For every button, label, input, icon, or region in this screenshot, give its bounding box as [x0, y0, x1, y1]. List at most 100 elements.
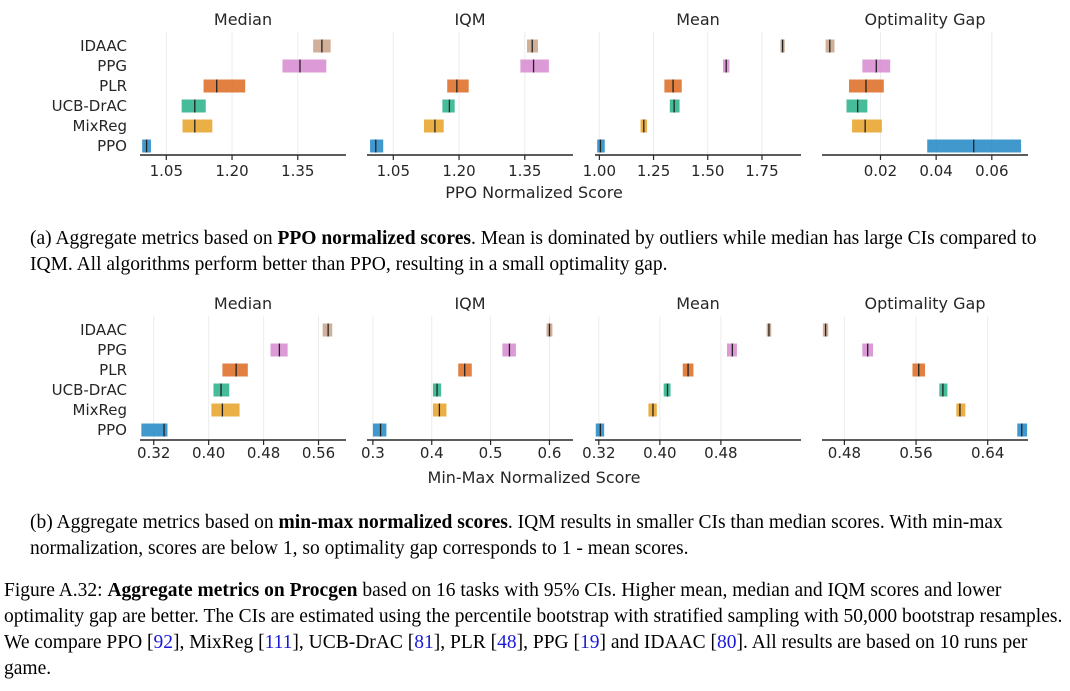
- algorithm-label-plr: PLR: [99, 77, 127, 95]
- tick-label: 0.02: [864, 162, 897, 180]
- tick-label: 1.25: [637, 162, 670, 180]
- tick-label: 1.20: [215, 162, 248, 180]
- panel-title: Optimality Gap: [865, 294, 986, 313]
- tick-label: 0.56: [302, 444, 335, 462]
- caption-a-rest: . Mean is dominated by outliers while me…: [30, 228, 1037, 275]
- algorithm-label-idaac: IDAAC: [80, 37, 127, 55]
- chart-a: IDAAC PPG PLR UCB-DrAC MixReg PPO Median 1.05 1.…: [52, 10, 1028, 202]
- algorithm-label-ppo: PPO: [97, 421, 127, 439]
- ci-bar-plr: [222, 363, 248, 377]
- caption-a-bold: PPO normalized scores: [277, 228, 471, 249]
- tick-label: 0.40: [192, 444, 225, 462]
- tick-label: 0.40: [643, 444, 676, 462]
- ci-bar-plr: [203, 79, 246, 93]
- algorithm-label-mixreg: MixReg: [73, 401, 128, 419]
- tick-label: 0.6: [538, 444, 562, 462]
- ci-bar-ucb-drac: [846, 99, 868, 113]
- figure-caption-text: ], PPG [: [516, 632, 581, 653]
- panel-title: IQM: [454, 10, 485, 29]
- algorithm-label-ucb-drac: UCB-DrAC: [52, 97, 127, 115]
- panel-median: Median 1.05 1.20 1.35: [140, 10, 346, 180]
- tick-label: 1.00: [583, 162, 616, 180]
- panel-optimality-gap: Optimality Gap 0.02 0.04 0.06: [822, 10, 1028, 180]
- tick-label: 0.06: [975, 162, 1008, 180]
- algorithm-label-idaac: IDAAC: [80, 321, 127, 339]
- figure-caption-text: ] and IDAAC [: [599, 632, 718, 653]
- tick-label: 0.4: [420, 444, 444, 462]
- algorithm-label-mixreg: MixReg: [73, 117, 128, 135]
- panel-title: Optimality Gap: [865, 10, 986, 29]
- tick-label: 1.05: [377, 162, 410, 180]
- panel-title: Mean: [676, 294, 720, 313]
- tick-label: 0.48: [704, 444, 737, 462]
- caption-b-prefix: (b) Aggregate metrics based on: [30, 512, 279, 533]
- ci-bar-mixreg: [956, 403, 966, 417]
- figure-caption-text: ], MixReg [: [173, 632, 265, 653]
- ci-bar-ucb-drac: [442, 99, 455, 113]
- ci-bar-mixreg: [182, 119, 213, 133]
- tick-label: 1.05: [150, 162, 183, 180]
- ci-bar-mixreg: [852, 119, 882, 133]
- ref-link-ppo[interactable]: 92: [153, 632, 174, 653]
- algorithm-label-ucb-drac: UCB-DrAC: [52, 381, 127, 399]
- caption-b: (b) Aggregate metrics based on min-max n…: [0, 510, 1040, 562]
- panel-iqm: IQM 0.3 0.4 0.5 0.6: [361, 294, 573, 462]
- figure-caption-text: ], UCB-DrAC [: [292, 632, 415, 653]
- ci-bar-plr: [447, 79, 469, 93]
- panel-median: Median 0.32 0.40 0.48 0.56: [137, 294, 346, 462]
- ref-link-ppg[interactable]: 19: [580, 632, 600, 653]
- ci-bar-idaac: [322, 323, 333, 337]
- tick-label: 0.48: [828, 444, 861, 462]
- panel-title: IQM: [454, 294, 485, 313]
- algorithm-label-ppg: PPG: [97, 57, 127, 75]
- figure-caption-bold: Aggregate metrics on Procgen: [107, 580, 358, 601]
- ref-link-plr[interactable]: 48: [497, 632, 517, 653]
- ref-link-mixreg[interactable]: 111: [264, 632, 293, 653]
- figure-caption: Figure A.32: Aggregate metrics on Procge…: [0, 578, 1066, 682]
- panel-iqm: IQM 1.05 1.20 1.35: [367, 10, 573, 180]
- panel-title: Median: [214, 294, 272, 313]
- ci-bar-mixreg: [211, 403, 240, 417]
- panel-title: Median: [214, 10, 272, 29]
- figure-caption-text: ], PLR [: [433, 632, 498, 653]
- figure-label: Figure A.32:: [4, 580, 108, 601]
- chart-b: IDAAC PPG PLR UCB-DrAC MixReg PPO Median 0.32 0.…: [52, 294, 1028, 487]
- x-axis-label: PPO Normalized Score: [445, 183, 623, 202]
- tick-label: 0.5: [479, 444, 503, 462]
- tick-label: 0.32: [137, 444, 170, 462]
- algorithm-label-ppo: PPO: [97, 137, 127, 155]
- tick-label: 0.48: [247, 444, 280, 462]
- caption-a-prefix: (a) Aggregate metrics based on: [30, 228, 278, 249]
- tick-label: 1.20: [442, 162, 475, 180]
- panel-mean: Mean 0.32 0.40 0.48: [582, 294, 801, 462]
- ci-bar-ucb-drac: [181, 99, 206, 113]
- caption-a: (a) Aggregate metrics based on PPO norma…: [0, 226, 1040, 278]
- ci-bar-mixreg: [423, 119, 444, 133]
- tick-label: 0.56: [899, 444, 932, 462]
- algorithm-label-plr: PLR: [99, 361, 127, 379]
- tick-label: 1.35: [508, 162, 541, 180]
- tick-label: 1.50: [691, 162, 724, 180]
- ref-link-idaac[interactable]: 80: [717, 632, 737, 653]
- figure-caption-text: based on 16 tasks with 95% CIs. Higher m…: [4, 580, 1063, 653]
- ref-link-ucb-drac[interactable]: 81: [414, 632, 434, 653]
- ci-bar-ppo: [370, 139, 384, 153]
- panel-mean: Mean 1.00 1.25 1.50 1.75: [583, 10, 801, 180]
- ci-bar-ppg: [520, 59, 549, 73]
- tick-label: 1.35: [281, 162, 314, 180]
- tick-label: 1.75: [745, 162, 778, 180]
- caption-b-bold: min-max normalized scores: [278, 512, 508, 533]
- algorithm-label-ppg: PPG: [97, 341, 127, 359]
- panel-title: Mean: [676, 10, 720, 29]
- ci-bar-ppg: [282, 59, 327, 73]
- tick-label: 0.32: [582, 444, 615, 462]
- ci-bar-ppo: [372, 423, 387, 437]
- ci-bar-ppo: [141, 423, 168, 437]
- caption-b-rest: . IQM results in smaller CIs than median…: [30, 512, 1003, 559]
- tick-label: 0.64: [971, 444, 1004, 462]
- panel-optimality-gap: Optimality Gap 0.48 0.56 0.64: [822, 294, 1028, 462]
- figure-caption-text: ]. All results are based on 10 runs per …: [4, 632, 1028, 679]
- x-axis-label: Min-Max Normalized Score: [428, 468, 641, 487]
